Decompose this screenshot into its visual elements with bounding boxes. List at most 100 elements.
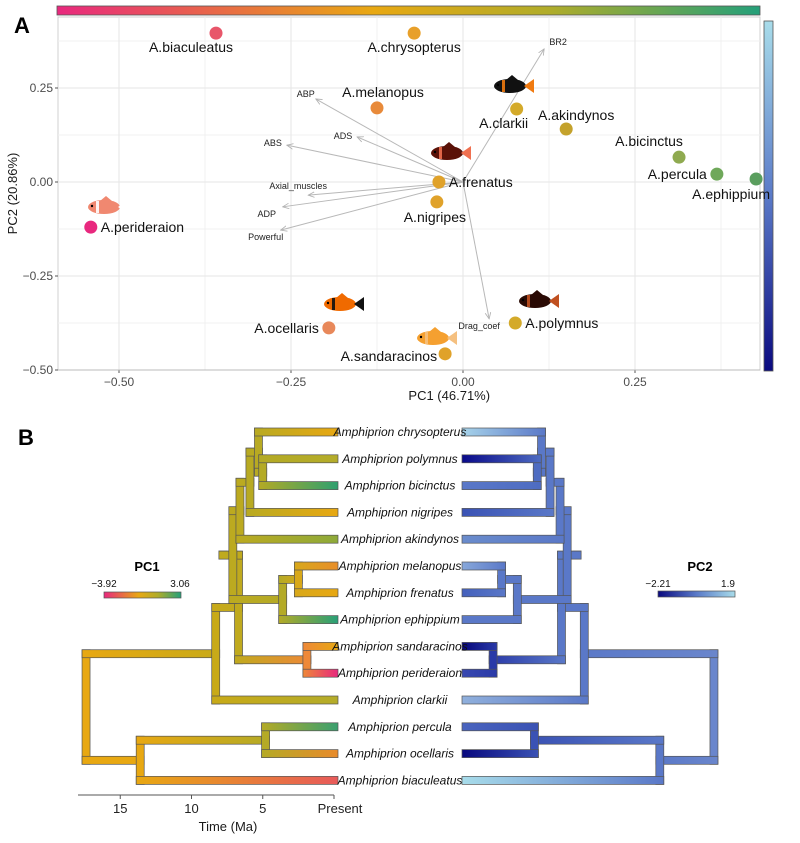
data-point[interactable] (209, 26, 223, 40)
tip-branch (461, 668, 498, 678)
data-point[interactable] (510, 102, 524, 116)
data-point-group: A.frenatus (432, 174, 513, 190)
data-point[interactable] (749, 172, 763, 186)
tip-branch (258, 481, 339, 490)
tip-branch (245, 508, 339, 517)
loading-label: ABS (264, 138, 282, 148)
point-label: A.ephippium (692, 186, 770, 202)
data-point[interactable] (322, 321, 336, 335)
fish-icon (417, 327, 457, 345)
fish-body (417, 331, 449, 345)
fish-tail (447, 331, 457, 345)
tip-branch (461, 776, 665, 785)
pc2-legend-bar (657, 590, 736, 598)
point-label: A.ocellaris (254, 320, 319, 336)
tip-branch (461, 508, 555, 517)
root-connector (81, 649, 91, 765)
fish-stripe (502, 80, 505, 92)
y-tick-label: −0.50 (23, 363, 54, 377)
x-tick-label: 0.25 (623, 375, 647, 389)
tip-branch (461, 534, 565, 544)
data-point[interactable] (430, 195, 444, 209)
time-tick-label: 15 (113, 801, 127, 816)
tip-label: Amphiprion clarkii (352, 693, 448, 707)
pc1-legend-max: 3.06 (170, 579, 190, 590)
tip-branch (302, 668, 339, 678)
pc1-legend: PC1 −3.92 3.06 (91, 559, 190, 599)
data-point[interactable] (710, 167, 724, 181)
fish-stripe (425, 332, 428, 344)
loading-arrow (283, 181, 464, 207)
loading-label: BR2 (549, 37, 567, 47)
data-point-group: A.perideraion (84, 219, 184, 235)
data-point-group: A.polymnus (508, 315, 598, 331)
pca-plot: −0.50 −0.25 0.00 0.25 −0.50 −0.25 0.00 0.25 PC1 … (5, 16, 770, 403)
point-label: A.frenatus (449, 174, 513, 190)
data-point-group: A.melanopus (342, 84, 424, 115)
fish-fin (506, 75, 518, 80)
loading-label: ADP (257, 209, 276, 219)
fish-eye (326, 301, 330, 305)
internal-branch (81, 649, 221, 659)
internal-branch (234, 655, 312, 665)
data-point[interactable] (407, 26, 421, 40)
y-tick-label: 0.00 (30, 175, 54, 189)
data-point[interactable] (84, 220, 98, 234)
tip-branch (235, 534, 339, 544)
fish-stripe (527, 295, 530, 307)
fish-icon (519, 290, 559, 308)
node-connector (555, 477, 565, 544)
data-point-group: A.bicinctus (615, 133, 686, 164)
point-label: A.perideraion (101, 219, 184, 235)
point-label: A.bicinctus (615, 133, 683, 149)
data-point[interactable] (672, 150, 686, 164)
fish-body (519, 294, 551, 308)
fish-fin (429, 327, 441, 332)
fish-tail (524, 79, 534, 93)
fish-fin (336, 293, 348, 298)
loading-label: ADS (334, 131, 353, 141)
data-point[interactable] (559, 122, 573, 136)
tip-label: Amphiprion chrysopterus (333, 425, 467, 439)
data-point[interactable] (370, 101, 384, 115)
internal-branch (655, 755, 719, 765)
tip-label: Amphiprion sandaracinos (331, 639, 467, 653)
point-label: A.biaculeatus (149, 39, 233, 55)
tip-branch (461, 588, 506, 598)
data-point-group: A.chrysopterus (367, 26, 461, 55)
pc1-legend-min: −3.92 (91, 579, 117, 590)
tip-branch (461, 615, 522, 624)
internal-branch (579, 649, 719, 659)
fish-eye (90, 204, 94, 208)
node-connector (579, 603, 589, 705)
loading-arrow (462, 49, 544, 183)
point-label: A.chrysopterus (367, 39, 460, 55)
loading-arrow (287, 145, 464, 183)
pc2-colorbar-right (763, 20, 774, 372)
tip-branch (461, 722, 539, 732)
tip-branch (135, 776, 339, 785)
pc1-legend-bar (103, 591, 182, 599)
data-point-group: A.sandaracinos (341, 347, 452, 364)
x-tick-label: −0.50 (104, 375, 135, 389)
fish-body (494, 79, 526, 93)
time-axis-title: Time (Ma) (199, 819, 258, 834)
tip-branch (261, 722, 339, 732)
internal-branch (512, 595, 572, 604)
pc2-legend: PC2 −2.21 1.9 (645, 559, 736, 598)
tip-label: Amphiprion melanopus (338, 559, 462, 573)
node-connector (211, 603, 221, 705)
fish-stripe (439, 147, 442, 159)
tip-branch (258, 454, 339, 464)
data-point[interactable] (508, 316, 522, 330)
time-tick-label: Present (318, 801, 363, 816)
pc2-legend-min: −2.21 (645, 579, 671, 590)
tip-branch (461, 561, 506, 571)
fish-stripe (96, 201, 99, 213)
data-point[interactable] (432, 175, 446, 189)
data-point[interactable] (438, 347, 452, 361)
loading-label: Powerful (248, 232, 283, 242)
tip-label: Amphiprion bicinctus (344, 479, 456, 493)
fish-body (88, 200, 120, 214)
fish-tail (549, 294, 559, 308)
